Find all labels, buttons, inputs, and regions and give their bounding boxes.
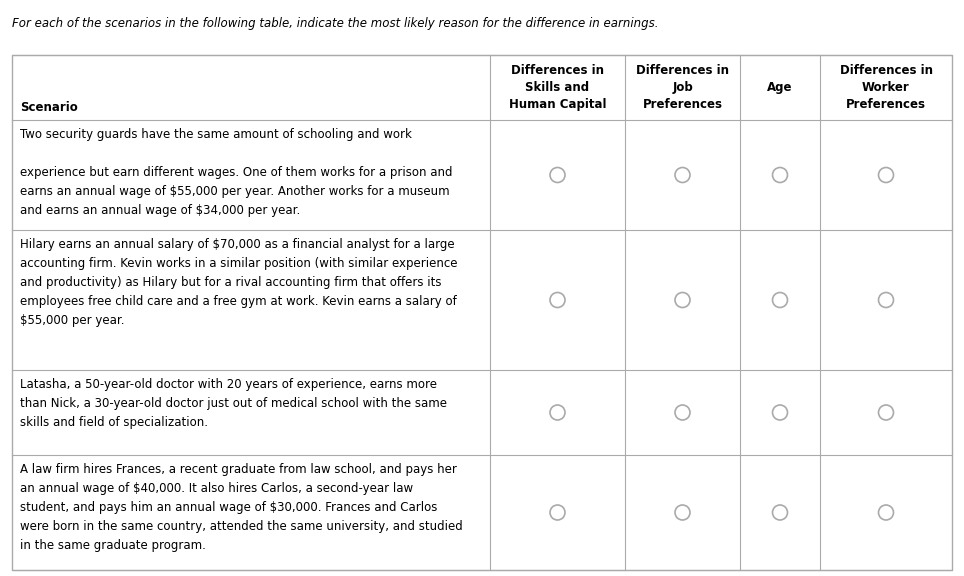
Circle shape [772,293,788,308]
Circle shape [550,293,565,308]
Circle shape [550,405,565,420]
Bar [12,55,952,570]
Circle shape [878,505,894,520]
Circle shape [675,168,690,183]
Text: Differences in
Worker
Preferences: Differences in Worker Preferences [840,64,932,111]
Text: A law firm hires Frances, a recent graduate from law school, and pays her
an ann: A law firm hires Frances, a recent gradu… [20,463,463,552]
Circle shape [772,168,788,183]
Text: Differences in
Skills and
Human Capital: Differences in Skills and Human Capital [509,64,606,111]
Text: For each of the scenarios in the following table, indicate the most likely reaso: For each of the scenarios in the followi… [12,17,658,30]
Circle shape [878,405,894,420]
Circle shape [878,168,894,183]
Text: Hilary earns an annual salary of $70,000 as a financial analyst for a large
acco: Hilary earns an annual salary of $70,000… [20,238,458,327]
Circle shape [772,405,788,420]
Circle shape [550,168,565,183]
Circle shape [878,293,894,308]
Circle shape [772,505,788,520]
Text: Scenario: Scenario [20,101,78,114]
Text: Differences in
Job
Preferences: Differences in Job Preferences [636,64,729,111]
Text: Age: Age [767,81,792,94]
Text: Two security guards have the same amount of schooling and work

experience but e: Two security guards have the same amount… [20,128,452,217]
Circle shape [675,293,690,308]
Circle shape [675,405,690,420]
Circle shape [550,505,565,520]
Circle shape [675,505,690,520]
Text: Latasha, a 50-year-old doctor with 20 years of experience, earns more
than Nick,: Latasha, a 50-year-old doctor with 20 ye… [20,378,447,429]
